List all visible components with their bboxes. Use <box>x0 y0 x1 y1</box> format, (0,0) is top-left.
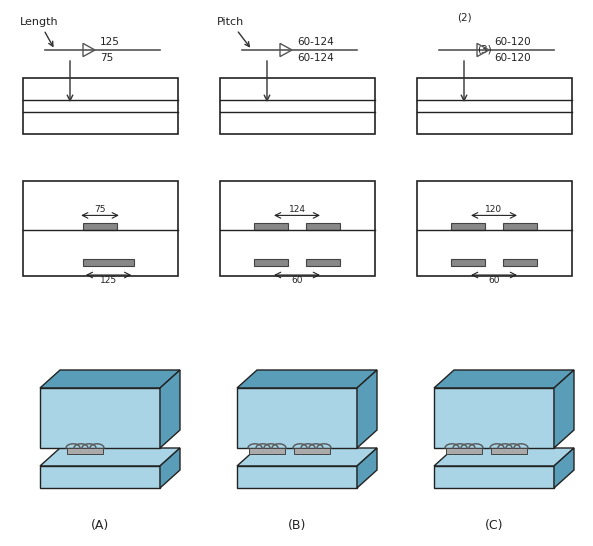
Text: 60-124: 60-124 <box>297 37 334 47</box>
Text: 60-124: 60-124 <box>297 53 334 63</box>
FancyBboxPatch shape <box>503 223 537 230</box>
Polygon shape <box>237 388 357 448</box>
FancyBboxPatch shape <box>23 78 177 134</box>
Text: (3): (3) <box>477 45 492 55</box>
FancyBboxPatch shape <box>451 259 485 266</box>
FancyBboxPatch shape <box>83 223 117 230</box>
Polygon shape <box>160 448 180 488</box>
Text: (C): (C) <box>484 519 503 532</box>
Text: (A): (A) <box>91 519 109 532</box>
Polygon shape <box>40 448 180 466</box>
Text: 60-120: 60-120 <box>494 37 531 47</box>
Text: 125: 125 <box>100 37 120 47</box>
FancyBboxPatch shape <box>306 223 340 230</box>
FancyBboxPatch shape <box>83 259 134 266</box>
Polygon shape <box>237 370 377 388</box>
Text: (2): (2) <box>457 12 471 22</box>
Polygon shape <box>160 370 180 448</box>
Polygon shape <box>237 466 357 488</box>
Polygon shape <box>40 466 160 488</box>
Polygon shape <box>237 448 377 466</box>
Polygon shape <box>294 448 330 454</box>
Polygon shape <box>357 448 377 488</box>
Polygon shape <box>67 448 103 454</box>
Polygon shape <box>554 448 574 488</box>
Text: (B): (B) <box>288 519 306 532</box>
FancyBboxPatch shape <box>254 223 288 230</box>
Text: 120: 120 <box>486 205 502 215</box>
FancyBboxPatch shape <box>416 78 572 134</box>
Polygon shape <box>491 448 527 454</box>
Polygon shape <box>434 466 554 488</box>
Polygon shape <box>434 448 574 466</box>
FancyBboxPatch shape <box>503 259 537 266</box>
FancyBboxPatch shape <box>451 223 485 230</box>
Text: Length: Length <box>20 17 59 46</box>
Text: 75: 75 <box>94 205 106 215</box>
Polygon shape <box>249 448 285 454</box>
Polygon shape <box>40 388 160 448</box>
Polygon shape <box>554 370 574 448</box>
Text: 60-120: 60-120 <box>494 53 531 63</box>
FancyBboxPatch shape <box>306 259 340 266</box>
Polygon shape <box>434 370 574 388</box>
FancyBboxPatch shape <box>23 181 177 276</box>
Polygon shape <box>434 388 554 448</box>
Polygon shape <box>40 370 180 388</box>
Text: 60: 60 <box>488 276 500 285</box>
FancyBboxPatch shape <box>219 181 375 276</box>
Text: 75: 75 <box>100 53 113 63</box>
FancyBboxPatch shape <box>219 78 375 134</box>
FancyBboxPatch shape <box>254 259 288 266</box>
Text: 60: 60 <box>291 276 303 285</box>
FancyBboxPatch shape <box>416 181 572 276</box>
Text: Pitch: Pitch <box>217 17 250 46</box>
Text: 124: 124 <box>289 205 305 215</box>
Polygon shape <box>446 448 482 454</box>
Polygon shape <box>357 370 377 448</box>
Text: 125: 125 <box>100 276 117 285</box>
